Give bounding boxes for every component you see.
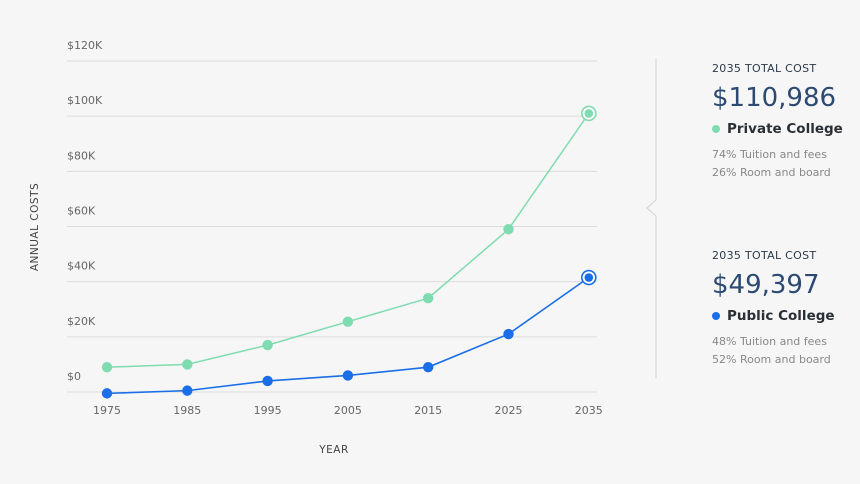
x-tick-label: 2035: [575, 404, 603, 417]
cost-breakdown: 48% Tuition and fees 52% Room and board: [712, 333, 852, 369]
tuition-share: 48% Tuition and fees: [712, 335, 827, 348]
room-board-share: 26% Room and board: [712, 166, 831, 179]
tuition-share: 74% Tuition and fees: [712, 148, 827, 161]
y-tick-label: $40K: [67, 260, 96, 273]
legend-item-public: Public College: [712, 308, 852, 324]
x-axis-title: YEAR: [318, 444, 349, 456]
total-cost-value: $110,986: [712, 83, 837, 113]
x-tick-label: 1975: [93, 404, 121, 417]
x-tick-label: 2025: [495, 404, 523, 417]
legend-label: Private College: [727, 121, 843, 137]
cost-breakdown: 74% Tuition and fees 26% Room and board: [712, 146, 852, 182]
legend-dot-icon: [712, 312, 720, 320]
x-tick-label: 2005: [334, 404, 362, 417]
data-point[interactable]: [342, 370, 354, 381]
private-college-summary: 2035 TOTAL COST $110,986 Private College…: [712, 62, 852, 182]
data-point[interactable]: [584, 109, 594, 118]
legend-item-private: Private College: [712, 121, 852, 137]
y-axis-title: ANNUAL COSTS: [29, 183, 41, 271]
y-tick-label: $120K: [67, 39, 103, 52]
panel-kicker: 2035 TOTAL COST: [712, 249, 817, 262]
x-tick-label: 1985: [173, 404, 201, 417]
y-tick-label: $0: [67, 370, 81, 383]
data-point[interactable]: [262, 339, 273, 351]
data-point[interactable]: [182, 385, 193, 396]
data-point[interactable]: [584, 273, 594, 282]
x-tick-label: 2015: [414, 404, 442, 417]
panel-kicker: 2035 TOTAL COST: [712, 62, 817, 75]
data-point[interactable]: [182, 359, 193, 370]
panel-divider: [646, 59, 657, 378]
y-tick-label: $100K: [67, 94, 103, 107]
x-tick-label: 1995: [254, 404, 282, 417]
data-point[interactable]: [423, 361, 434, 373]
y-tick-label: $60K: [67, 205, 96, 218]
data-point[interactable]: [503, 328, 514, 340]
data-point[interactable]: [262, 375, 273, 387]
public-college-summary: 2035 TOTAL COST $49,397 Public College 4…: [712, 249, 852, 369]
y-tick-label: $20K: [67, 315, 96, 328]
room-board-share: 52% Room and board: [712, 353, 831, 366]
legend-label: Public College: [727, 308, 835, 324]
legend-dot-icon: [712, 125, 720, 133]
data-point[interactable]: [101, 388, 113, 399]
total-cost-value: $49,397: [712, 270, 820, 300]
data-point[interactable]: [342, 316, 354, 327]
data-point[interactable]: [503, 224, 514, 235]
data-point[interactable]: [101, 361, 113, 373]
data-point[interactable]: [423, 293, 434, 304]
y-tick-label: $80K: [67, 149, 96, 162]
